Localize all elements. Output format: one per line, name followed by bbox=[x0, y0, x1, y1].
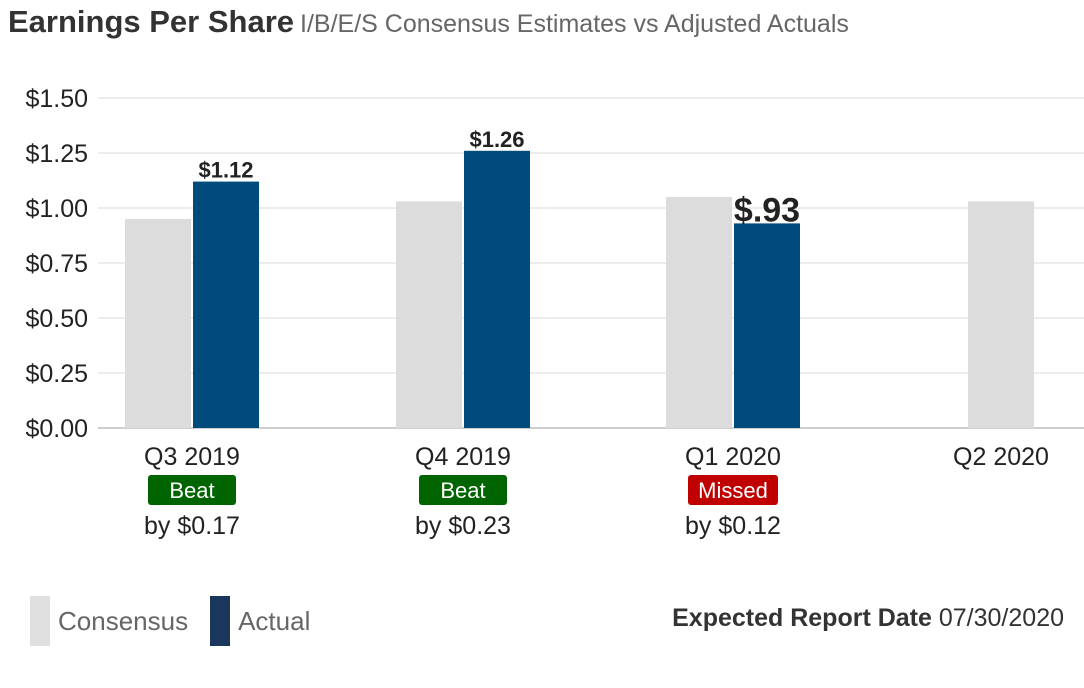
legend-label-actual: Actual bbox=[238, 605, 311, 636]
legend-item-actual[interactable]: Actual bbox=[210, 596, 310, 646]
legend-swatch-consensus bbox=[30, 596, 50, 646]
legend-swatch-actual bbox=[210, 596, 231, 646]
y-tick-label: $0.00 bbox=[25, 415, 88, 443]
y-tick-label: $0.50 bbox=[25, 305, 88, 333]
chart-header: Earnings Per Share I/B/E/S Consensus Esti… bbox=[8, 4, 849, 40]
legend-label-consensus: Consensus bbox=[58, 605, 189, 636]
result-detail: by $0.12 bbox=[685, 512, 781, 540]
chart-title: Earnings Per Share bbox=[8, 4, 295, 39]
y-tick-label: $0.75 bbox=[25, 250, 88, 278]
legend-item-consensus[interactable]: Consensus bbox=[30, 596, 188, 646]
result-badge bbox=[148, 475, 236, 505]
y-tick-label: $1.00 bbox=[25, 195, 88, 223]
x-category-label: Q4 2019 bbox=[415, 443, 511, 471]
chart-legend: Consensus Actual bbox=[30, 596, 332, 646]
result-badge bbox=[419, 475, 507, 505]
result-badge-label: Beat bbox=[169, 478, 214, 503]
chart-subtitle: I/B/E/S Consensus Estimates vs Adjusted … bbox=[300, 10, 849, 38]
x-category-label: Q1 2020 bbox=[685, 443, 781, 471]
result-badge-label: Beat bbox=[440, 478, 485, 503]
consensus-bar bbox=[666, 197, 732, 428]
result-badge-label: Missed bbox=[698, 478, 768, 503]
y-tick-label: $1.50 bbox=[25, 85, 88, 113]
y-tick-label: $1.25 bbox=[25, 140, 88, 168]
result-detail: by $0.17 bbox=[144, 512, 240, 540]
expected-report-date: Expected Report Date 07/30/2020 bbox=[672, 604, 1064, 633]
x-category-label: Q2 2020 bbox=[953, 443, 1049, 471]
actual-bar bbox=[193, 181, 259, 428]
actual-data-label: $.93 bbox=[734, 191, 800, 229]
consensus-bar bbox=[396, 201, 462, 428]
actual-bar bbox=[464, 150, 530, 429]
eps-bar-chart: $0.00 $0.25 $0.50 $0.75 $1.00 $1.25 $1.50 $1.12… bbox=[25, 85, 1084, 540]
result-detail: by $0.23 bbox=[415, 512, 511, 540]
y-tick-label: $0.25 bbox=[25, 360, 88, 388]
actual-data-label: $1.26 bbox=[469, 127, 524, 152]
actual-bar bbox=[734, 223, 800, 428]
x-category-label: Q3 2019 bbox=[144, 443, 240, 471]
consensus-bar bbox=[125, 219, 191, 428]
report-date-value: 07/30/2020 bbox=[938, 604, 1064, 632]
result-badge bbox=[688, 475, 778, 505]
consensus-bar bbox=[968, 201, 1034, 428]
report-date-label: Expected Report Date bbox=[672, 604, 932, 632]
actual-data-label: $1.12 bbox=[198, 158, 253, 183]
